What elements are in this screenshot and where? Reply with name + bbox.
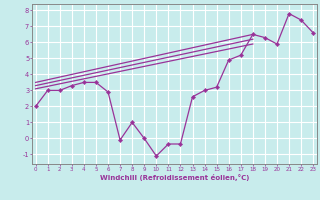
X-axis label: Windchill (Refroidissement éolien,°C): Windchill (Refroidissement éolien,°C) <box>100 174 249 181</box>
